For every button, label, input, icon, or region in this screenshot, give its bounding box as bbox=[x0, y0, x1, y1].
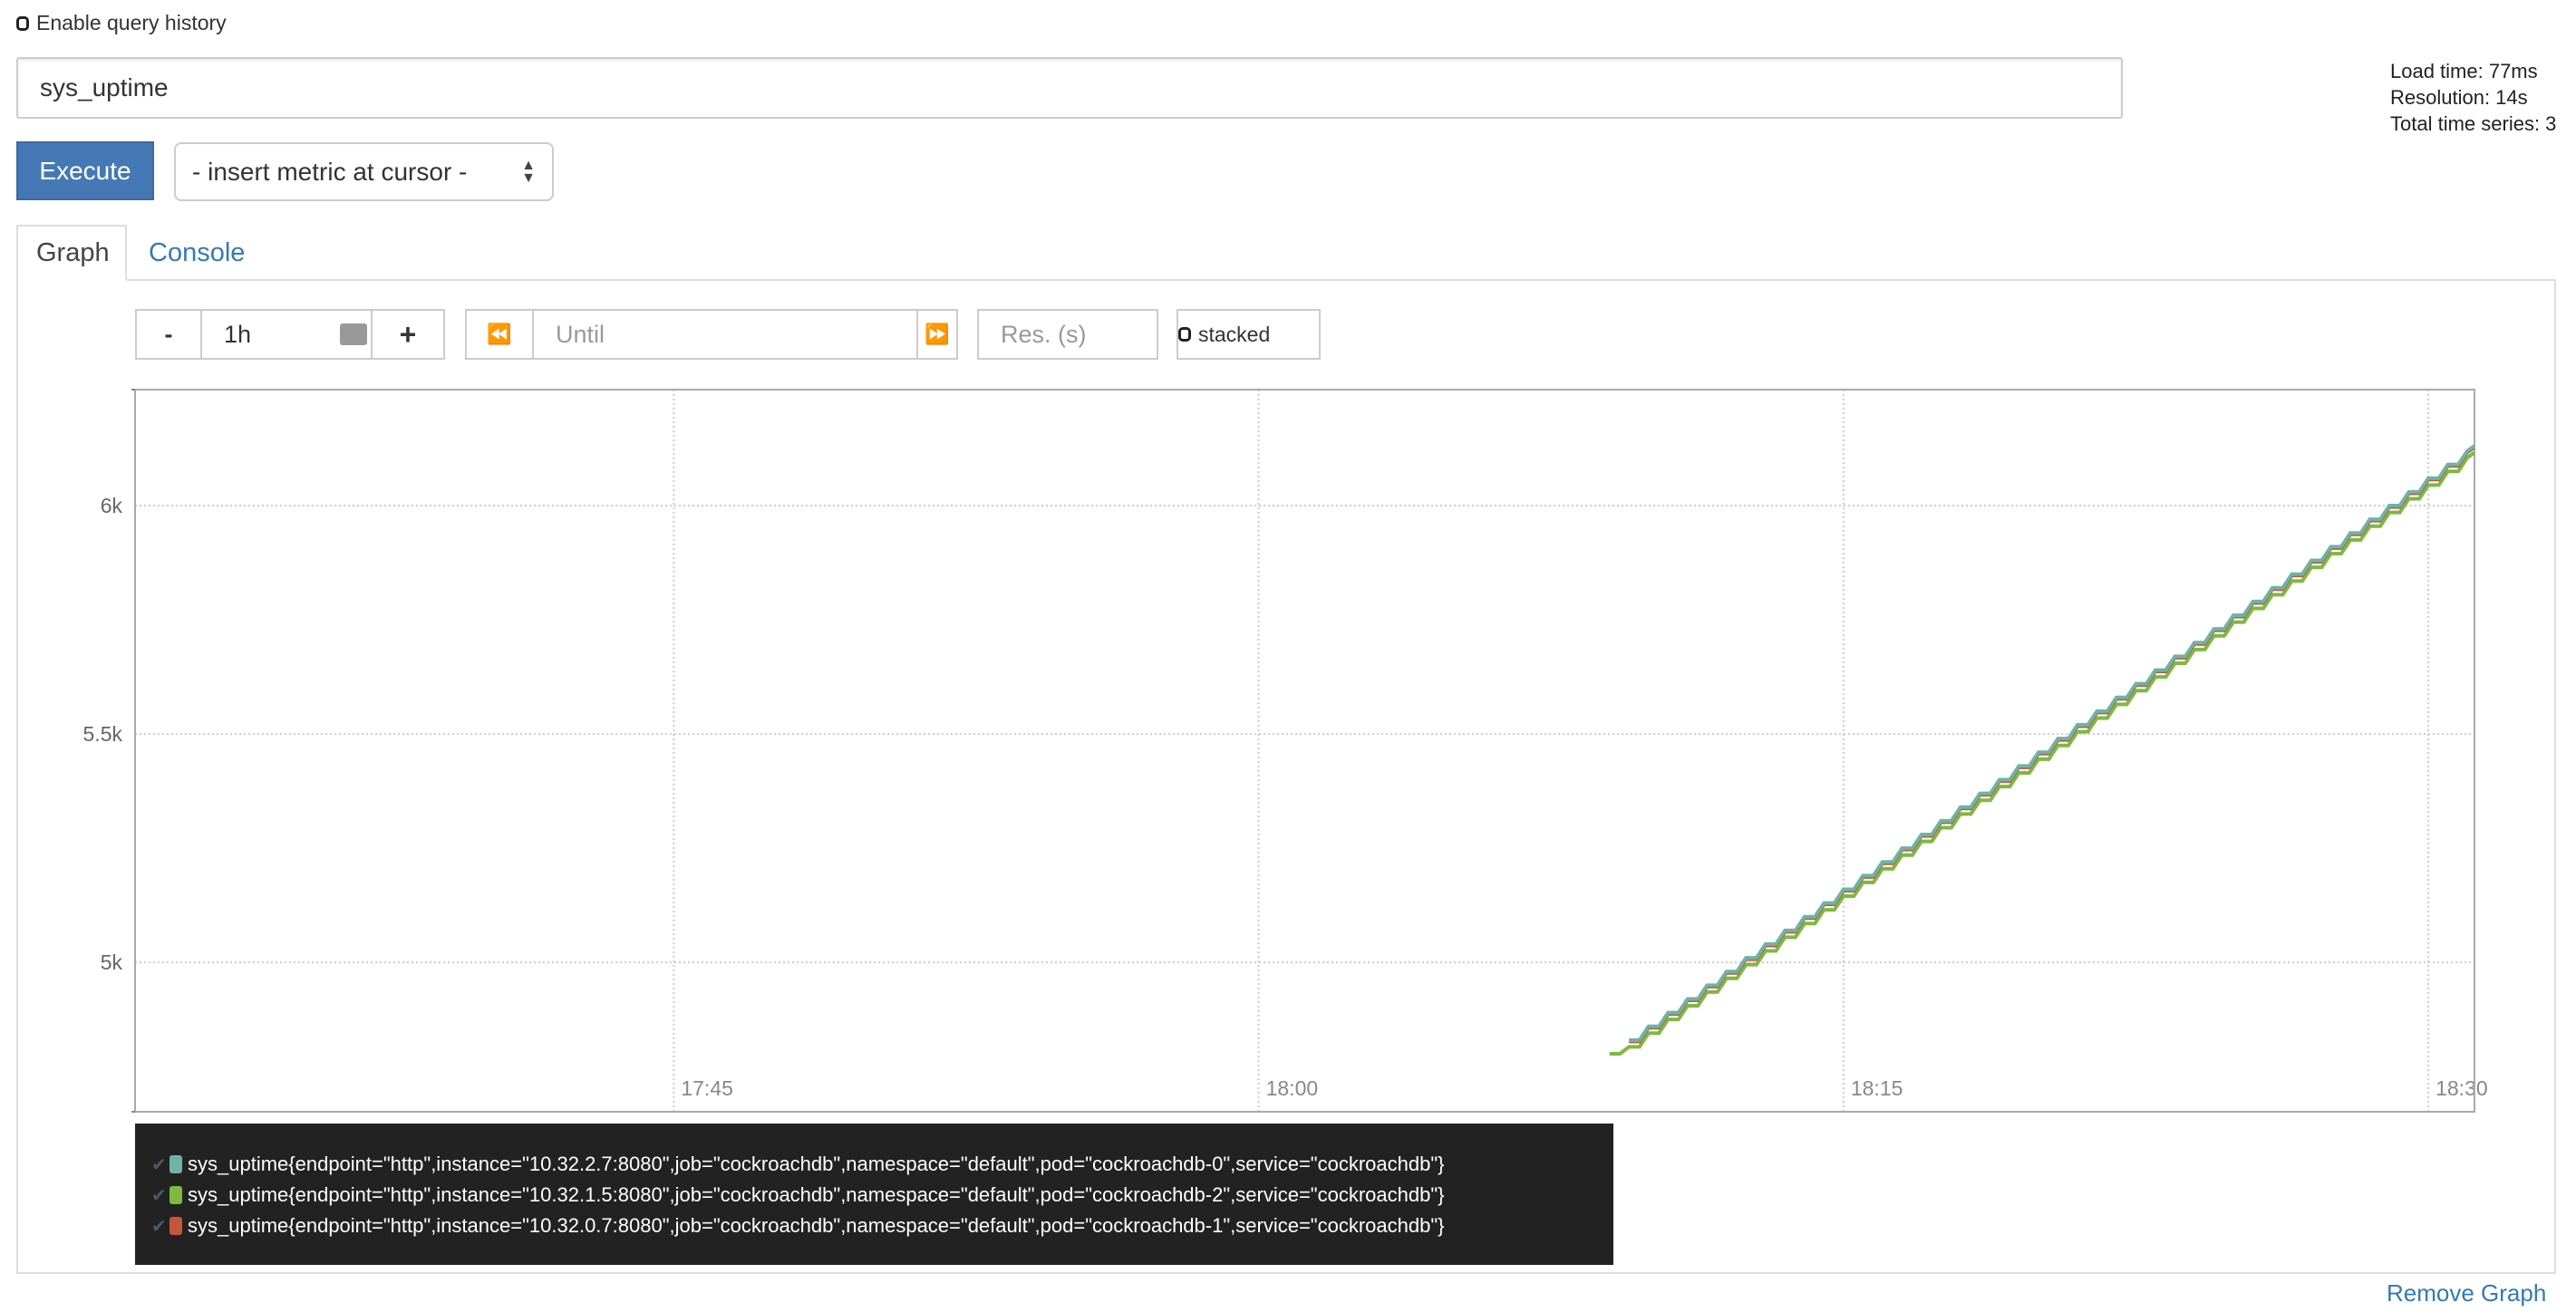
x-tick-label: 18:30 bbox=[2436, 1076, 2488, 1100]
graph-panel bbox=[16, 279, 2556, 1274]
resolution: Resolution: 14s bbox=[2390, 86, 2528, 109]
until-input[interactable]: Until bbox=[532, 311, 916, 358]
tab-bar: Graph Console bbox=[16, 225, 2556, 281]
enable-query-history[interactable]: Enable query history bbox=[16, 11, 227, 35]
query-stats: Load time: 77ms Resolution: 14s Total ti… bbox=[2390, 58, 2556, 137]
range-control: - 1h + bbox=[135, 309, 445, 360]
series-swatch bbox=[169, 1155, 182, 1173]
x-tick-label: 17:45 bbox=[681, 1076, 733, 1100]
chart-legend: ✔ sys_uptime{endpoint="http",instance="1… bbox=[135, 1124, 1613, 1265]
legend-item[interactable]: ✔ sys_uptime{endpoint="http",instance="1… bbox=[135, 1180, 1613, 1211]
tab-console[interactable]: Console bbox=[149, 237, 246, 267]
range-value: 1h bbox=[224, 320, 252, 348]
calendar-icon bbox=[340, 323, 367, 345]
query-input[interactable]: sys_uptime bbox=[16, 57, 2123, 119]
check-icon: ✔ bbox=[151, 1216, 167, 1237]
series-line bbox=[1629, 444, 2474, 1042]
check-icon: ✔ bbox=[151, 1154, 167, 1175]
y-tick-label: 5k bbox=[101, 950, 123, 974]
plot-frame bbox=[134, 389, 2475, 1113]
rewind-icon[interactable]: ⏪ bbox=[487, 323, 512, 345]
stacked-label: stacked bbox=[1198, 322, 1271, 346]
insert-metric-value: - insert metric at cursor - bbox=[192, 157, 468, 186]
resolution-input[interactable]: Res. (s) bbox=[977, 309, 1158, 360]
legend-label: sys_uptime{endpoint="http",instance="10.… bbox=[188, 1153, 1445, 1175]
stacked-toggle[interactable]: stacked bbox=[1177, 309, 1321, 360]
series-swatch bbox=[169, 1186, 182, 1204]
x-tick-label: 18:15 bbox=[1851, 1076, 1903, 1100]
check-icon: ✔ bbox=[151, 1185, 167, 1206]
series-swatch bbox=[169, 1217, 182, 1235]
query-history-label: Enable query history bbox=[36, 11, 227, 34]
execute-button[interactable]: Execute bbox=[16, 141, 154, 200]
insert-metric-select[interactable]: - insert metric at cursor - ▲ ▼ bbox=[174, 142, 554, 201]
total-time-series: Total time series: 3 bbox=[2390, 112, 2557, 135]
query-history-checkbox[interactable] bbox=[16, 15, 29, 31]
tab-graph[interactable]: Graph bbox=[16, 225, 127, 281]
x-tick-label: 18:00 bbox=[1266, 1076, 1319, 1100]
range-input[interactable]: 1h bbox=[200, 311, 371, 358]
remove-graph-link[interactable]: Remove Graph bbox=[2387, 1279, 2547, 1307]
y-tick-label: 5.5k bbox=[83, 722, 123, 746]
decrease-range-button[interactable]: - bbox=[164, 320, 173, 348]
stacked-checkbox[interactable] bbox=[1178, 327, 1191, 342]
resolution-placeholder: Res. (s) bbox=[1001, 320, 1087, 348]
series-line bbox=[1609, 450, 2474, 1056]
forward-icon[interactable]: ⏩ bbox=[916, 311, 956, 358]
y-tick-label: 6k bbox=[101, 494, 123, 517]
end-time-control: ⏪ Until ⏩ bbox=[465, 309, 958, 360]
increase-range-button[interactable]: + bbox=[371, 311, 443, 358]
legend-item[interactable]: ✔ sys_uptime{endpoint="http",instance="1… bbox=[135, 1149, 1613, 1180]
legend-label: sys_uptime{endpoint="http",instance="10.… bbox=[188, 1214, 1445, 1237]
legend-item[interactable]: ✔ sys_uptime{endpoint="http",instance="1… bbox=[135, 1211, 1613, 1241]
load-time: Load time: 77ms bbox=[2390, 60, 2538, 82]
select-arrows-icon: ▲ ▼ bbox=[521, 157, 536, 186]
legend-label: sys_uptime{endpoint="http",instance="10.… bbox=[188, 1183, 1445, 1206]
